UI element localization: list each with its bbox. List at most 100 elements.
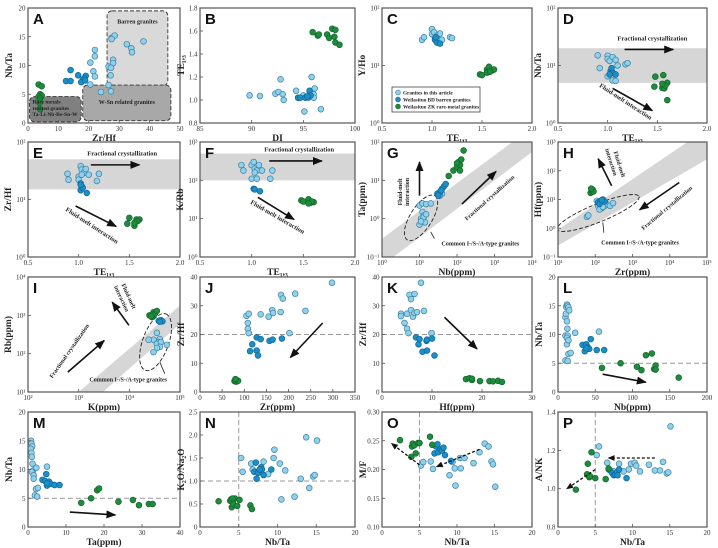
x-tick-label: 20	[101, 529, 109, 537]
x-tick-label: 1.5	[478, 125, 487, 133]
data-point-zk_rare_metal	[331, 33, 338, 40]
x-axis-label: TE₁,₃	[447, 134, 468, 144]
data-point-bd_barren	[278, 335, 286, 342]
panel-letter: A	[33, 11, 44, 28]
annotation-label: Fluid-melt	[398, 178, 404, 205]
y-tick-label: 10⁻¹	[367, 254, 380, 262]
x-tick-label: 15	[313, 529, 321, 537]
data-point-this_article	[427, 458, 435, 465]
data-point-zk_rare_metal	[456, 167, 464, 174]
y-tick-label: 10⁰	[188, 254, 198, 262]
panel-C: 0.5 1.0 1.5 2.0 10⁰ 10¹ 10² TE₁,₃ Y/Ho C Granites …	[358, 5, 537, 145]
y-tick-label: 10¹	[16, 389, 25, 397]
x-tick-label: 1.0	[247, 259, 256, 267]
data-point-this_article	[596, 64, 603, 72]
data-point-zk_rare_metal	[652, 366, 659, 373]
data-point-this_article	[401, 319, 408, 327]
y-tick-label: 0	[22, 524, 26, 532]
data-point-zk_rare_metal	[664, 96, 671, 104]
x-tick-label: 250	[305, 394, 316, 402]
data-point-this_article	[452, 482, 459, 489]
y-tick-label: 10¹	[16, 196, 25, 204]
y-tick-label: 1.2	[547, 447, 556, 455]
data-point-bd_barren	[83, 189, 91, 197]
data-point-zk_rare_metal	[598, 364, 606, 372]
y-tick-label: 10²	[16, 139, 25, 147]
x-tick-label: 85	[197, 125, 205, 133]
y-tick-label: 5	[22, 495, 26, 503]
data-point-this_article	[244, 319, 252, 327]
data-point-this_article	[470, 459, 477, 467]
data-point-this_article	[277, 308, 284, 316]
trend-arrow	[257, 196, 295, 221]
y-tick-label: 15	[19, 33, 27, 41]
y-tick-label: 10²	[546, 167, 555, 175]
data-point-this_article	[140, 38, 147, 45]
y-axis-label: Zr/Hf	[4, 187, 14, 212]
range-band	[28, 159, 180, 190]
data-point-bd_barren	[428, 335, 436, 342]
data-point-zk_rare_metal	[36, 105, 44, 113]
x-axis-label: Zr(ppm)	[260, 402, 295, 413]
data-point-this_article	[87, 59, 94, 66]
plot-area	[200, 8, 355, 123]
panel-letter: C	[387, 11, 398, 28]
x-tick-label: 2.0	[703, 125, 712, 133]
y-tick-label: 20	[19, 409, 27, 417]
data-point-this_article	[451, 465, 459, 472]
y-tick-label: 10⁰	[546, 225, 556, 233]
x-tick-label: 1.5	[299, 259, 308, 267]
panel-O: 0 5 10 15 20 0.10 0.15 0.20 0.25 0.30 Nb/Ta M/F O	[359, 409, 536, 548]
trend-arrow	[435, 448, 480, 468]
plot-frame	[199, 7, 356, 124]
y-tick-label: 1.5	[189, 455, 198, 463]
data-point-this_article	[411, 290, 418, 298]
data-point-bd_barren	[614, 472, 621, 479]
data-point-zk_rare_metal	[659, 80, 666, 88]
data-point-this_article	[492, 483, 499, 491]
x-axis-label: Ta(ppm)	[86, 537, 121, 548]
x-tick-label: 20	[529, 529, 537, 537]
x-tick-label: 50	[177, 125, 185, 133]
plot-area	[28, 142, 180, 257]
data-point-this_article	[251, 169, 259, 176]
data-point-zk_rare_metal	[605, 465, 612, 472]
data-point-zk_rare_metal	[588, 449, 595, 456]
y-tick-label: 0.15	[367, 495, 380, 503]
annotation-label: Common I-/S-/A-type granites	[89, 377, 167, 383]
data-point-bd_barren	[42, 470, 50, 478]
data-point-zk_rare_metal	[325, 34, 333, 42]
data-point-zk_rare_metal	[652, 73, 659, 80]
y-tick-label: 30	[373, 302, 381, 310]
y-tick-label: 10	[373, 360, 381, 368]
data-point-bd_barren	[249, 341, 256, 348]
x-tick-label: 30	[139, 529, 147, 537]
trend-band	[558, 142, 707, 246]
data-point-this_article	[625, 466, 633, 473]
x-tick-label: 2.0	[528, 125, 537, 133]
y-axis-label: Nb/Ta	[534, 53, 544, 78]
data-point-this_article	[238, 161, 245, 169]
x-tick-label: 0.5	[554, 125, 563, 133]
data-point-this_article	[567, 349, 574, 357]
data-point-bd_barren	[593, 346, 600, 354]
data-point-this_article	[257, 311, 264, 318]
panel-I: Fractional crystallizationFluid-meltinte…	[3, 274, 185, 414]
plot-area	[28, 412, 180, 527]
data-point-zk_rare_metal	[429, 441, 436, 449]
data-point-this_article	[595, 443, 603, 450]
x-tick-label: 0.5	[24, 259, 33, 267]
y-tick-label: 0.8	[547, 524, 556, 532]
plot-content	[200, 412, 355, 527]
data-point-this_article	[277, 76, 284, 83]
y-tick-label: 10²	[546, 5, 555, 13]
y-tick-label: 40	[191, 274, 199, 282]
data-point-this_article	[43, 463, 51, 470]
y-tick-label: 20	[191, 331, 199, 339]
data-point-this_article	[624, 59, 631, 67]
data-point-this_article	[594, 52, 601, 59]
y-tick-label: 2.0	[189, 432, 198, 440]
x-axis-label: Nb/Ta	[445, 538, 470, 548]
data-point-this_article	[280, 96, 287, 104]
